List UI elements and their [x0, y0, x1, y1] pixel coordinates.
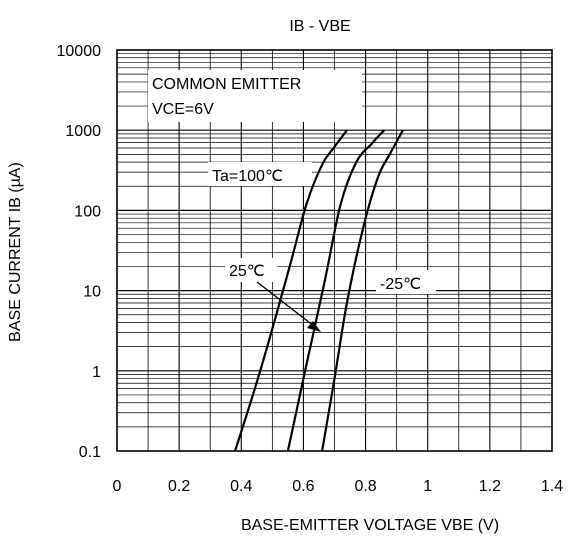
plot-frame: [116, 49, 553, 452]
x-tick-label: 0: [113, 478, 122, 495]
x-tick-label: 1: [423, 478, 432, 495]
label-bg-25: [225, 258, 277, 282]
x-tick-label: 1.4: [541, 478, 563, 495]
tick-labels: 0 0.2 0.4 0.6 0.8 1 1.2 1.4 0.1 1 10 100 1000 10000: [57, 43, 564, 495]
conditions-box: [148, 70, 362, 122]
y-tick-label: 10000: [57, 43, 102, 60]
label-bg-ta100: [208, 162, 312, 186]
curve-label-m25: -25℃: [380, 276, 421, 293]
y-tick-label: 100: [74, 203, 101, 220]
y-tick-label: 1000: [65, 123, 101, 140]
x-tick-label: 0.8: [354, 478, 376, 495]
leader-arrow-head: [307, 321, 321, 332]
chart-title: IB - VBE: [289, 18, 350, 35]
x-tick-label: 0.2: [168, 478, 190, 495]
conditions-line-2: VCE=6V: [152, 101, 214, 118]
conditions-line-1: COMMON EMITTER: [152, 76, 301, 93]
y-tick-label: 1: [92, 364, 101, 381]
curve-label_25: [286, 129, 385, 452]
y-tick-label: 0.1: [79, 444, 101, 461]
curve-label-ta100: Ta=100℃: [212, 168, 283, 185]
curve-label_ta100: [234, 129, 348, 452]
label-bg-m25: [376, 270, 436, 294]
x-axis-label: BASE-EMITTER VOLTAGE VBE (V): [241, 517, 499, 534]
y-tick-label: 10: [83, 284, 101, 301]
x-tick-label: 0.6: [292, 478, 314, 495]
curve-label-25: 25℃: [229, 263, 265, 280]
x-tick-label: 0.4: [230, 478, 252, 495]
curve-label_m25: [321, 129, 404, 452]
y-axis-label: BASE CURRENT IB (µA): [7, 162, 24, 342]
leader-arrow-line: [256, 281, 315, 327]
x-tick-label: 1.2: [479, 478, 501, 495]
curves: [234, 129, 404, 452]
